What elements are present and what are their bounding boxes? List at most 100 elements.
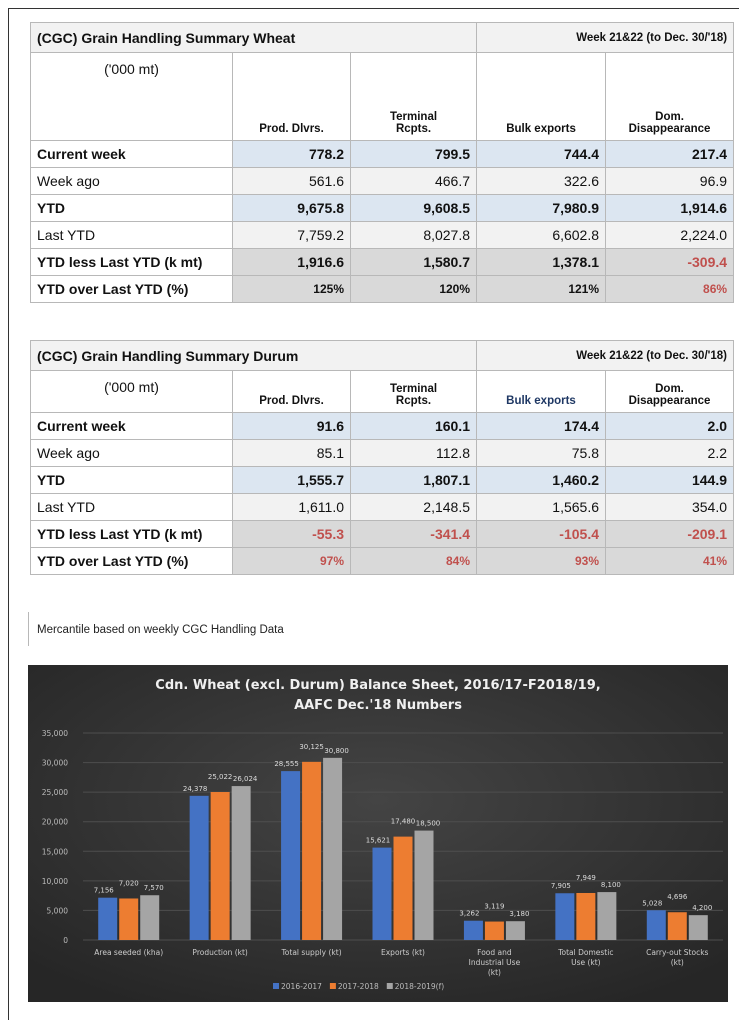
x-tick-label: Food and Industrial Use (kt) — [469, 948, 521, 977]
value-label: 15,621 — [366, 837, 391, 845]
cell-value: -209.1 — [604, 520, 735, 548]
value-label: 25,022 — [208, 773, 233, 781]
cell-value: 1,460.2 — [476, 466, 606, 494]
value-label: 3,119 — [484, 903, 504, 911]
row-label: Last YTD — [30, 493, 233, 521]
cell-value: 1,916.6 — [232, 248, 351, 276]
bar — [393, 836, 413, 940]
column-header-line: Dom. — [655, 383, 684, 395]
value-label: 7,570 — [144, 884, 164, 892]
row-label: YTD over Last YTD (%) — [30, 547, 233, 575]
legend-swatch — [273, 983, 279, 989]
column-header-line: Bulk exports — [506, 123, 576, 135]
value-label: 5,028 — [642, 899, 662, 907]
cell-value: 778.2 — [232, 140, 351, 168]
cell-value: 1,914.6 — [605, 194, 735, 222]
row-label: YTD over Last YTD (%) — [30, 275, 233, 303]
data-row: Last YTD 7,759.2 8,027.8 6,602.8 2,224.0 — [30, 221, 735, 249]
cell-value: 85.1 — [232, 439, 351, 467]
value-label: 24,378 — [183, 785, 208, 793]
week-label: Week 21&22 (to Dec. 30/'18) — [476, 22, 735, 53]
bar — [210, 792, 230, 940]
bar — [576, 892, 596, 940]
column-header-line: Disappearance — [628, 123, 711, 135]
cell-value: 744.4 — [476, 140, 607, 168]
data-row: YTD 1,555.7 1,807.1 1,460.2 144.9 — [30, 466, 735, 494]
data-row: Last YTD 1,611.0 2,148.5 1,565.6 354.0 — [30, 493, 735, 521]
cell-value: 120% — [349, 275, 478, 303]
cell-value: -309.4 — [605, 248, 735, 276]
cell-value: 2.0 — [604, 412, 735, 440]
data-row: Current week 778.2 799.5 744.4 217.4 — [30, 140, 735, 168]
cell-value: 9,675.8 — [232, 194, 351, 222]
unit-label: ('000 mt) — [30, 370, 233, 413]
cell-value: 6,602.8 — [476, 221, 607, 249]
column-header: Prod. Dlvrs. — [232, 370, 351, 413]
cell-value: 1,580.7 — [349, 248, 478, 276]
cell-value: 125% — [232, 275, 351, 303]
column-header-line: Dom. — [655, 111, 684, 123]
title-row: (CGC) Grain Handling Summary Durum Week 2… — [30, 340, 735, 371]
value-label: 3,180 — [509, 910, 529, 918]
chart: Cdn. Wheat (excl. Durum) Balance Sheet, … — [28, 665, 728, 1002]
cell-value: 799.5 — [349, 140, 478, 168]
chart-background — [28, 665, 728, 1002]
y-tick-label: 35,000 — [42, 729, 68, 738]
cell-value: 1,611.0 — [232, 493, 351, 521]
bar — [372, 847, 392, 940]
x-tick-label: Total supply (kt) — [281, 948, 342, 957]
chart-title: AAFC Dec.'18 Numbers — [294, 698, 462, 713]
column-header-line: Rcpts. — [395, 123, 432, 135]
value-label: 7,905 — [551, 882, 571, 890]
bar — [667, 912, 687, 940]
column-header-line: Terminal — [389, 383, 438, 395]
summary-table: (CGC) Grain Handling Summary Durum Week 2… — [30, 340, 735, 575]
cell-value: 96.9 — [605, 167, 735, 195]
value-label: 17,480 — [391, 818, 416, 826]
y-tick-label: 30,000 — [42, 759, 68, 768]
cell-value: 174.4 — [476, 412, 606, 440]
data-row: YTD less Last YTD (k mt) -55.3 -341.4 -105.… — [30, 520, 735, 548]
chart-title: Cdn. Wheat (excl. Durum) Balance Sheet, … — [155, 678, 600, 693]
table-title: (CGC) Grain Handling Summary Wheat — [29, 22, 478, 53]
column-header: Dom. Disappearance — [604, 370, 735, 413]
cell-value: 1,555.7 — [232, 466, 351, 494]
cell-value: 84% — [350, 547, 477, 575]
data-row: Week ago 85.1 112.8 75.8 2.2 — [30, 439, 735, 467]
cell-value: 2,224.0 — [605, 221, 735, 249]
y-tick-label: 0 — [63, 936, 68, 945]
bar — [140, 895, 160, 940]
x-tick-label: Total Domestic Use (kt) — [557, 948, 613, 967]
column-header-line: Prod. Dlvrs. — [259, 395, 324, 407]
column-header-line: Disappearance — [628, 395, 711, 407]
column-header: Dom. Disappearance — [605, 52, 735, 141]
cell-value: -341.4 — [350, 520, 477, 548]
row-label: Current week — [30, 140, 233, 168]
table-title: (CGC) Grain Handling Summary Durum — [30, 340, 477, 371]
y-tick-label: 10,000 — [42, 877, 68, 886]
cell-value: 97% — [232, 547, 351, 575]
cell-value: 1,807.1 — [350, 466, 477, 494]
value-label: 26,024 — [233, 775, 258, 783]
y-tick-label: 25,000 — [42, 788, 68, 797]
bar — [484, 921, 504, 940]
data-row: YTD over Last YTD (%) 97% 84% 93% 41% — [30, 547, 735, 575]
column-header-line: Prod. Dlvrs. — [259, 123, 324, 135]
bar — [646, 910, 666, 940]
bar — [302, 761, 322, 940]
column-header: Terminal Rcpts. — [349, 52, 478, 141]
legend-swatch — [329, 983, 336, 989]
data-row: YTD over Last YTD (%) 125% 120% 121% 86% — [30, 275, 735, 303]
column-header-line: Rcpts. — [395, 395, 432, 407]
legend-swatch — [386, 983, 393, 989]
row-label: YTD — [30, 466, 233, 494]
data-row: Week ago 561.6 466.7 322.6 96.9 — [30, 167, 735, 195]
summary-table: (CGC) Grain Handling Summary Wheat Week 2… — [29, 22, 735, 303]
row-label: Week ago — [30, 167, 233, 195]
bar — [323, 757, 343, 940]
x-tick-label: Exports (kt) — [381, 948, 425, 957]
data-row: YTD less Last YTD (k mt) 1,916.6 1,580.7 1,… — [30, 248, 735, 276]
cell-value: 217.4 — [605, 140, 735, 168]
cell-value: 112.8 — [350, 439, 477, 467]
